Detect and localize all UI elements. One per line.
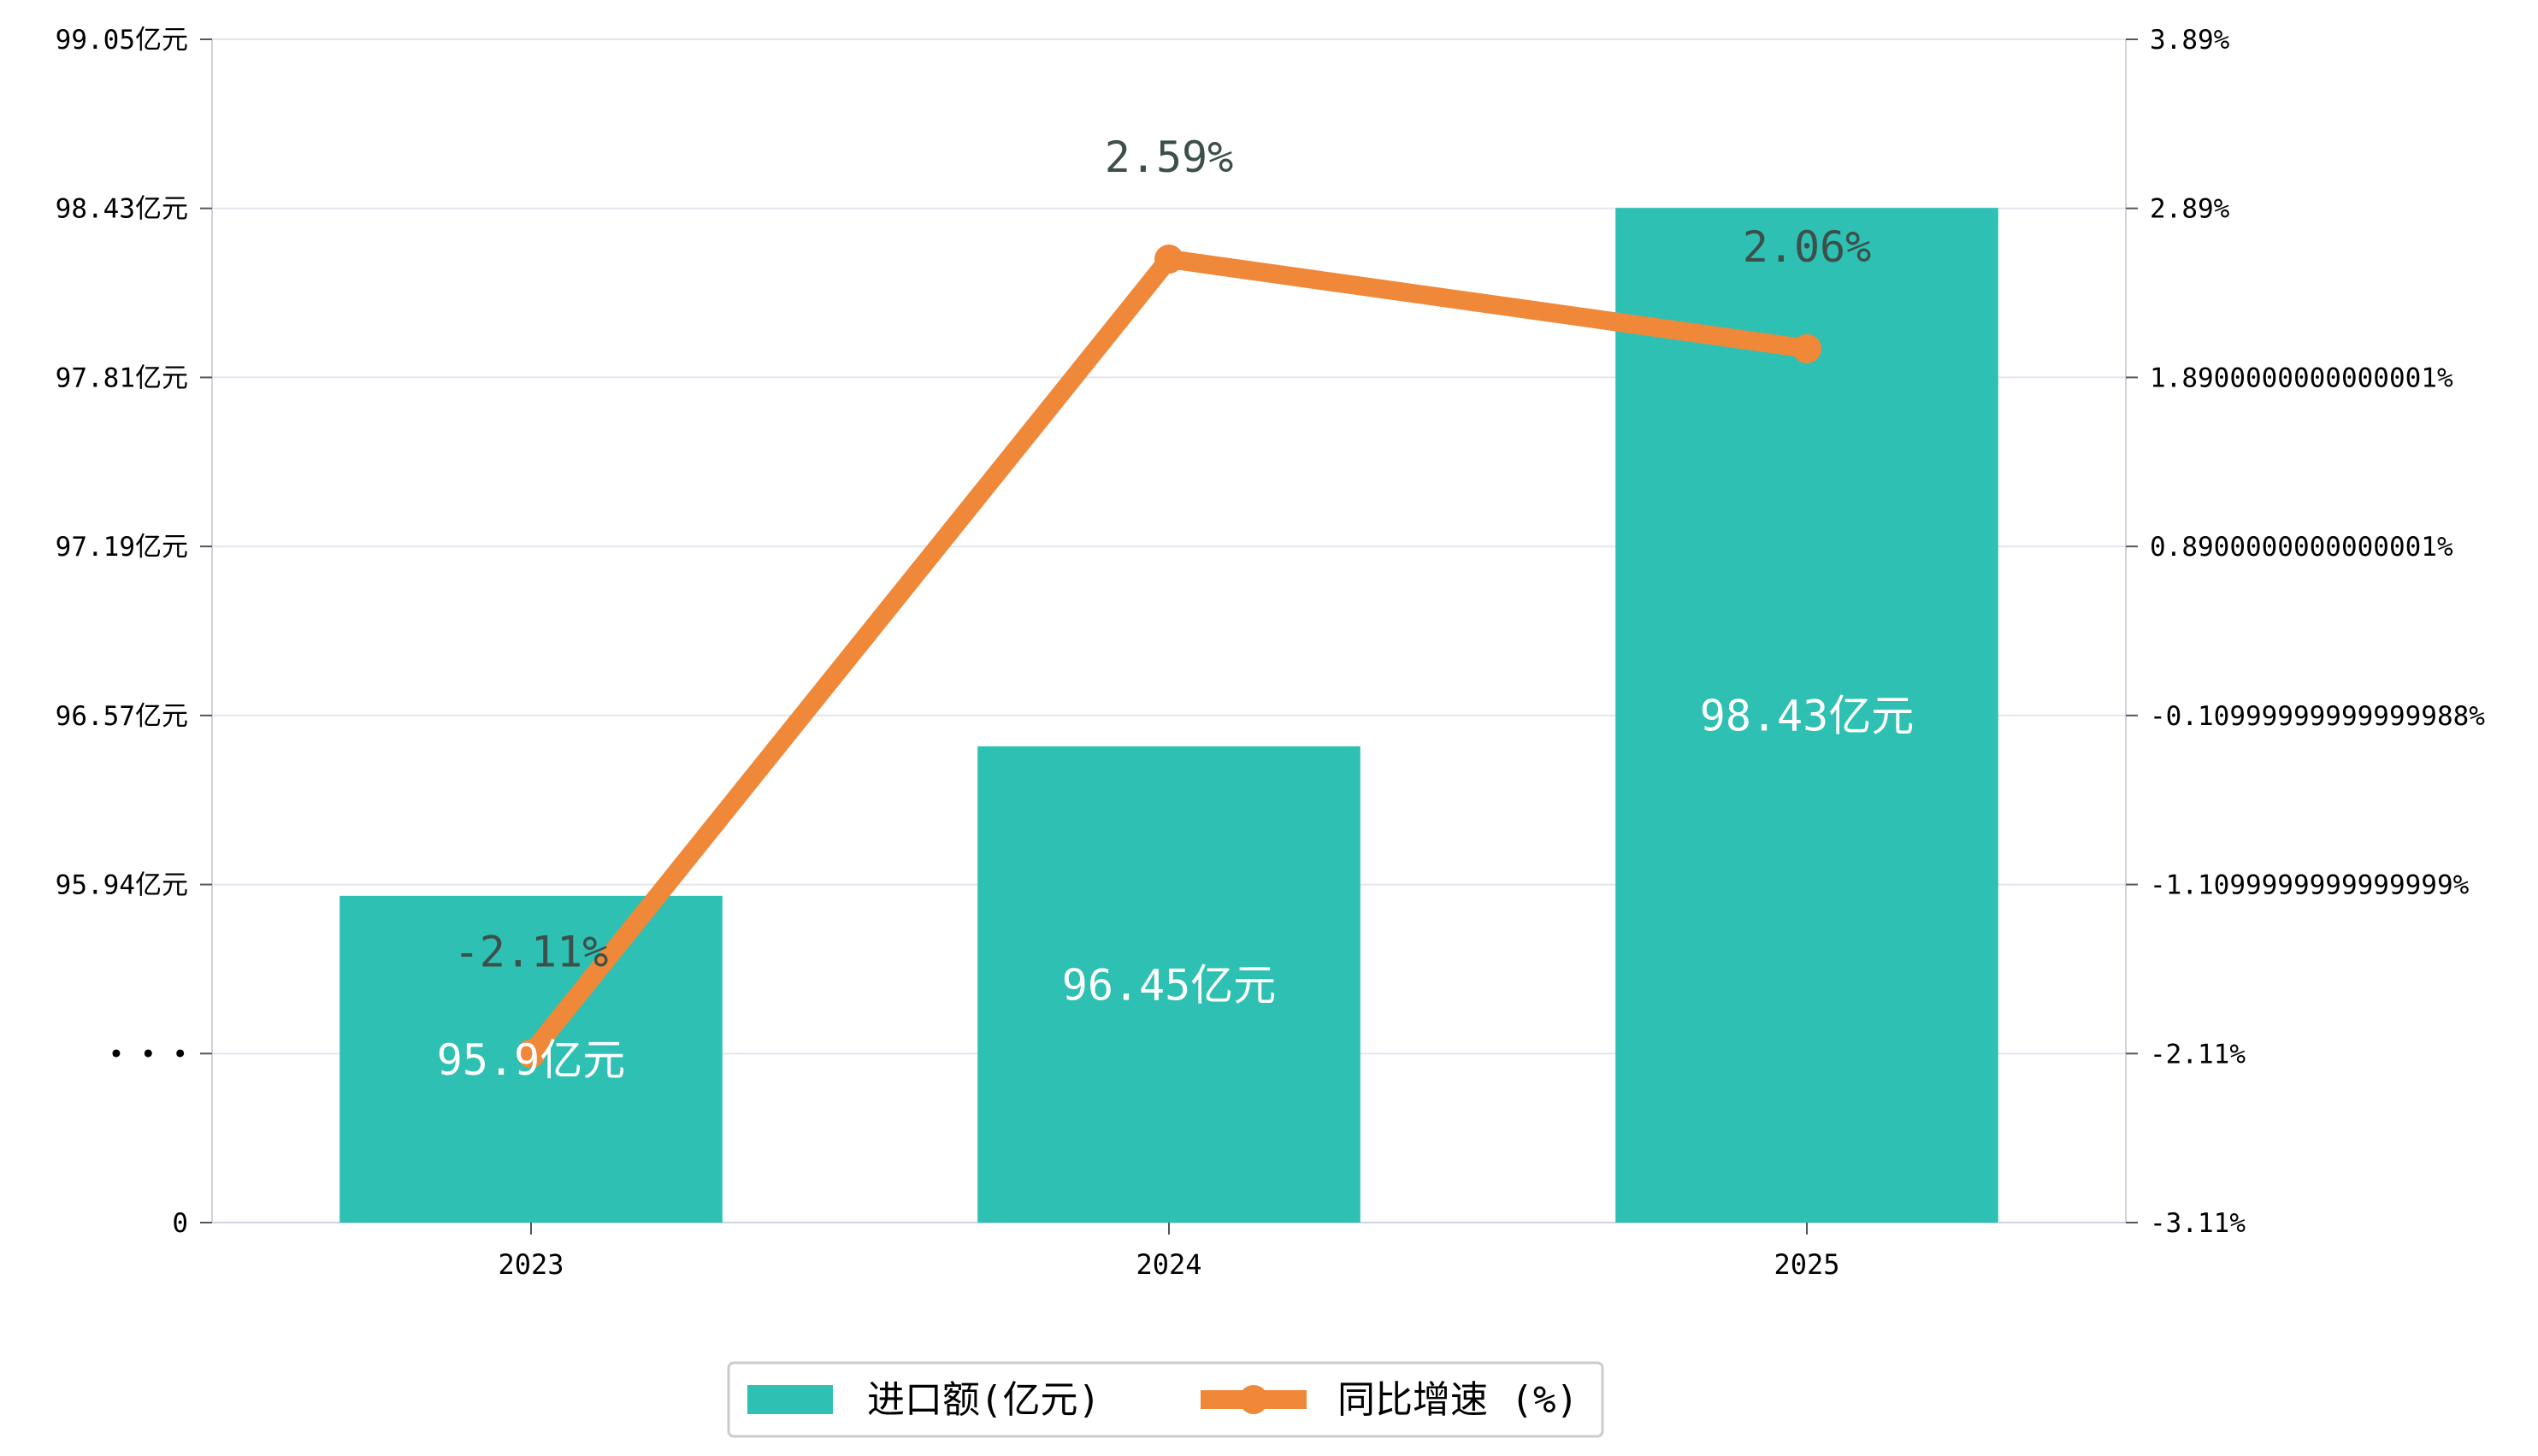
left-tick-label: 99.05亿元 [56, 25, 188, 56]
left-tick-label: 97.19亿元 [56, 532, 188, 563]
legend-bar-swatch [747, 1385, 833, 1414]
data-labels: 95.9亿元 96.45亿元 98.43亿元 -2.11% 2.59% 2.06% [437, 133, 1914, 1085]
x-tick-label: 2025 [1774, 1248, 1839, 1281]
right-tick-label: 3.89% [2150, 25, 2230, 56]
left-tick-label: 96.57亿元 [56, 701, 188, 732]
line-point [516, 1039, 546, 1069]
left-tick-label: 0 [172, 1208, 188, 1239]
bars [339, 208, 1998, 1223]
left-tick-label: 98.43亿元 [56, 194, 188, 225]
legend-line-marker [1239, 1385, 1268, 1414]
growth-line [516, 245, 1821, 1069]
right-tick-label: -1.1099999999999999% [2150, 870, 2470, 901]
line-point [1154, 245, 1183, 274]
line-point [1792, 333, 1821, 363]
grid-lines [212, 38, 2126, 1055]
bar-value-label: 95.9亿元 [437, 1035, 625, 1085]
growth-value-label: 2.06% [1743, 222, 1872, 272]
right-tick-label: 1.8900000000000001% [2150, 363, 2453, 393]
right-tick-label: -2.11% [2150, 1039, 2246, 1070]
growth-value-label: 2.59% [1105, 133, 1234, 182]
left-tick-label: 97.81亿元 [56, 363, 188, 393]
left-tick-label: 95.94亿元 [56, 870, 188, 901]
bar-value-label: 96.45亿元 [1062, 960, 1277, 1010]
bar [977, 746, 1360, 1223]
legend: 进口额(亿元) 同比增速 (%) [727, 1361, 1604, 1438]
x-tick-label: 2023 [498, 1248, 564, 1281]
x-tick-label: 2024 [1136, 1248, 1201, 1281]
right-tick-label: -3.11% [2150, 1208, 2246, 1239]
right-tick-label: 0.8900000000000001% [2150, 532, 2453, 563]
bar [1615, 208, 1998, 1223]
legend-line-label: 同比增速 (%) [1337, 1378, 1579, 1422]
right-tick-label: -0.10999999999999988% [2150, 701, 2485, 732]
legend-bar-label: 进口额(亿元) [867, 1378, 1101, 1422]
right-tick-label: 2.89% [2150, 194, 2230, 225]
legend-box [727, 1361, 1604, 1438]
growth-value-label: -2.11% [454, 927, 609, 976]
axes: 0 • • • 95.94亿元 96.57亿元 97.19亿元 97.81亿元 98.43亿… [56, 25, 2486, 1281]
left-tick-label: • • • [109, 1039, 188, 1070]
bar-value-label: 98.43亿元 [1700, 692, 1915, 741]
